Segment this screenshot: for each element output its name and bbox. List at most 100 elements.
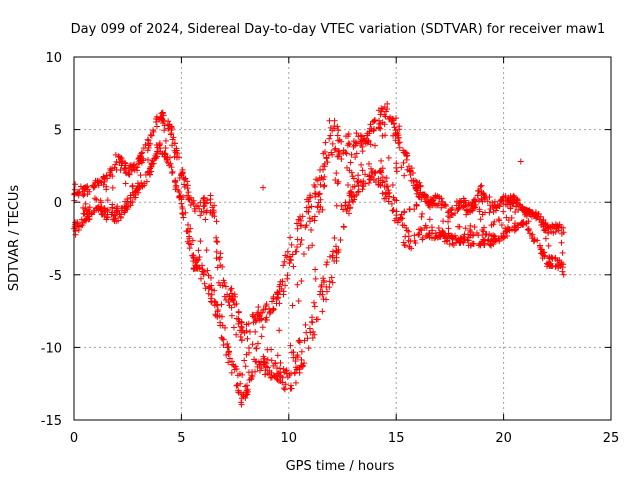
data-point	[333, 170, 340, 177]
data-point	[101, 176, 108, 183]
data-point	[94, 204, 101, 211]
data-point	[124, 169, 131, 176]
data-point	[317, 203, 324, 210]
data-point	[246, 377, 253, 384]
data-point	[97, 197, 104, 204]
data-point	[358, 161, 365, 168]
data-point	[204, 267, 211, 274]
data-point	[329, 279, 336, 286]
data-point	[329, 248, 336, 255]
data-point	[415, 231, 422, 238]
data-point	[514, 197, 521, 204]
data-point	[560, 224, 567, 231]
data-point	[229, 296, 236, 303]
data-point	[222, 283, 229, 290]
data-point	[160, 120, 167, 127]
data-point	[377, 125, 384, 132]
data-point	[187, 201, 194, 208]
data-point	[288, 257, 295, 264]
data-point	[517, 158, 524, 165]
data-point	[546, 255, 553, 262]
data-point	[446, 241, 453, 248]
data-point	[284, 248, 291, 255]
data-point	[547, 261, 554, 268]
data-point	[560, 229, 567, 236]
data-point	[499, 195, 506, 202]
data-point	[394, 219, 401, 226]
data-point	[297, 217, 304, 224]
data-point	[180, 214, 187, 221]
data-point	[230, 297, 237, 304]
data-point	[133, 187, 140, 194]
data-point	[523, 207, 530, 214]
data-point	[326, 278, 333, 285]
data-point	[184, 192, 191, 199]
data-point	[190, 264, 197, 271]
data-point	[197, 238, 204, 245]
y-tick-label: -15	[41, 414, 62, 429]
data-point	[94, 177, 101, 184]
data-point	[125, 171, 132, 178]
data-point	[287, 234, 294, 241]
data-point	[260, 184, 267, 191]
data-point	[300, 362, 307, 369]
data-point	[187, 225, 194, 232]
data-point	[332, 145, 339, 152]
data-point	[280, 385, 287, 392]
data-point	[172, 140, 179, 147]
data-point	[448, 233, 455, 240]
data-point	[491, 238, 498, 245]
data-point	[511, 227, 518, 234]
data-point	[228, 312, 235, 319]
data-point	[113, 158, 120, 165]
data-point	[400, 147, 407, 154]
data-point	[555, 265, 562, 272]
data-point	[365, 138, 372, 145]
data-point	[353, 150, 360, 157]
y-axis-ticks: -15 -10 -5 0 5 10	[41, 51, 611, 429]
data-point	[365, 179, 372, 186]
data-point	[127, 202, 134, 209]
data-point	[198, 262, 205, 269]
data-point	[419, 210, 426, 217]
data-point	[190, 252, 197, 259]
data-point	[453, 198, 460, 205]
data-point	[188, 241, 195, 248]
data-point	[190, 257, 197, 264]
data-point	[511, 194, 518, 201]
data-point	[354, 140, 361, 147]
data-point	[277, 359, 284, 366]
data-point	[169, 170, 176, 177]
data-point	[470, 231, 477, 238]
data-point	[267, 374, 274, 381]
data-point	[491, 232, 498, 239]
data-point	[396, 144, 403, 151]
data-point	[228, 285, 235, 292]
data-point	[136, 184, 143, 191]
data-point	[404, 227, 411, 234]
data-point	[278, 285, 285, 292]
data-point	[231, 291, 238, 298]
data-point	[357, 142, 364, 149]
data-point	[462, 225, 469, 232]
data-point	[150, 128, 157, 135]
data-point	[185, 221, 192, 228]
data-point	[329, 140, 336, 147]
data-point	[72, 181, 79, 188]
data-point	[311, 331, 318, 338]
data-point	[463, 211, 470, 218]
data-point	[298, 363, 305, 370]
data-point	[72, 231, 79, 238]
data-point	[233, 382, 240, 389]
data-point	[161, 127, 168, 134]
data-point	[538, 219, 545, 226]
data-point	[395, 132, 402, 139]
data-point	[365, 137, 372, 144]
data-point	[418, 227, 425, 234]
data-point	[177, 193, 184, 200]
data-point	[534, 237, 541, 244]
data-point	[305, 244, 312, 251]
data-point	[238, 401, 245, 408]
data-point	[448, 232, 455, 239]
data-point	[227, 286, 234, 293]
